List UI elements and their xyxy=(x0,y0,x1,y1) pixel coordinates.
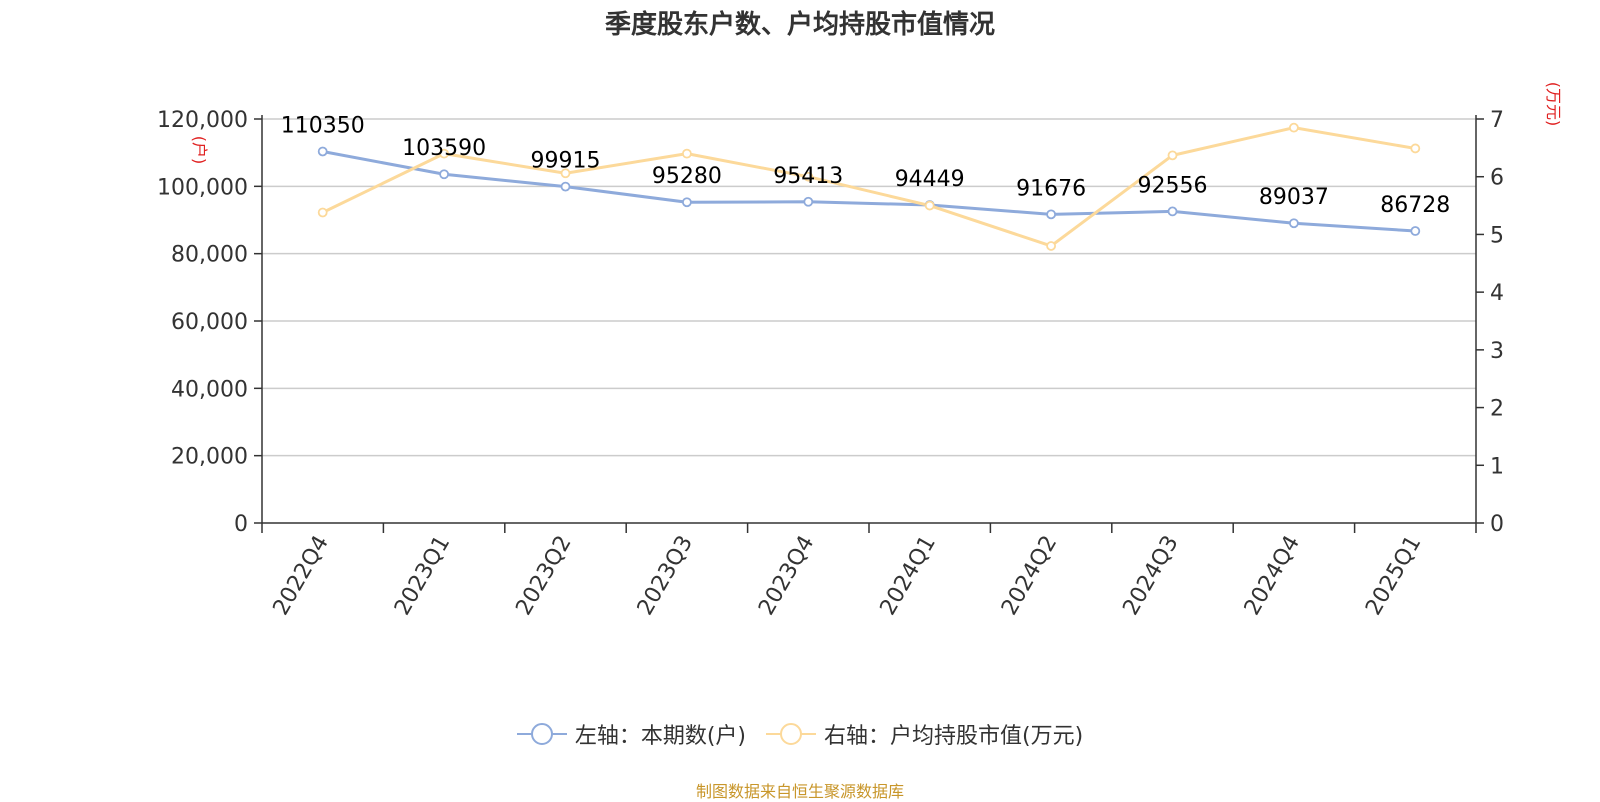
x-tick-label: 2024Q1 xyxy=(876,532,941,620)
data-point xyxy=(803,171,814,182)
data-point xyxy=(1046,241,1056,251)
data-source-note: 制图数据来自恒生聚源数据库 xyxy=(695,782,904,801)
legend-marker-icon xyxy=(516,723,567,745)
legend-item-households[interactable]: 左轴：本期数(户) xyxy=(516,718,746,750)
legend-label: 左轴：本期数(户) xyxy=(574,724,746,749)
data-label: 89037 xyxy=(1259,185,1329,210)
series-layer xyxy=(317,122,1421,251)
right-tick-label: 4 xyxy=(1490,281,1504,306)
data-point xyxy=(439,148,450,159)
data-point xyxy=(1289,122,1299,133)
data-point xyxy=(317,207,328,218)
data-point xyxy=(439,169,450,180)
left-tick-label: 120,000 xyxy=(157,108,248,133)
right-tick-label: 5 xyxy=(1490,223,1504,248)
right-tick-label: 0 xyxy=(1490,512,1504,537)
data-point xyxy=(1289,218,1299,229)
data-point xyxy=(682,148,692,159)
left-tick-label: 20,000 xyxy=(171,445,248,470)
x-tick-label: 2025Q1 xyxy=(1361,532,1426,620)
data-point xyxy=(1167,150,1178,161)
right-axis-unit: (万元) xyxy=(1544,82,1563,127)
left-tick-label: 40,000 xyxy=(171,377,248,402)
data-point xyxy=(1410,226,1421,236)
data-point xyxy=(803,196,814,207)
data-label: 103590 xyxy=(402,136,486,161)
right-tick-label: 2 xyxy=(1490,397,1504,422)
x-tick-label: 2023Q2 xyxy=(511,532,576,620)
chart-title: 季度股东户数、户均持股市值情况 xyxy=(604,10,995,40)
data-point xyxy=(1167,206,1178,217)
legend-marker-icon xyxy=(766,723,816,745)
x-tick-label: 2024Q4 xyxy=(1240,532,1305,620)
left-tick-label: 80,000 xyxy=(171,243,248,268)
legend-label: 右轴：户均持股市值(万元) xyxy=(824,724,1084,749)
left-axis-unit: (户) xyxy=(190,136,209,165)
data-point xyxy=(924,200,935,211)
x-axis-ticks: 2022Q4 2023Q1 2023Q2 2023Q3 2023Q4 2024Q1 2024… xyxy=(261,523,1477,620)
right-tick-label: 6 xyxy=(1490,166,1504,191)
left-tick-label: 100,000 xyxy=(157,175,248,200)
right-axis-ticks: 0 1 2 3 4 5 6 7 xyxy=(1476,108,1504,537)
data-label: 99915 xyxy=(531,149,601,174)
data-point xyxy=(682,197,692,208)
series-line-avg-value xyxy=(322,126,1416,248)
right-tick-label: 3 xyxy=(1490,339,1504,364)
data-point xyxy=(317,146,328,157)
x-tick-label: 2022Q4 xyxy=(269,532,334,620)
x-tick-label: 2023Q1 xyxy=(390,532,455,620)
data-point xyxy=(560,168,571,179)
data-label: 94449 xyxy=(895,167,965,192)
data-label: 95280 xyxy=(652,164,722,189)
x-tick-label: 2023Q3 xyxy=(633,532,698,620)
data-point xyxy=(1046,209,1056,220)
left-tick-label: 0 xyxy=(234,512,248,537)
x-tick-label: 2024Q2 xyxy=(997,532,1062,620)
data-label: 92556 xyxy=(1138,173,1208,198)
data-label: 86728 xyxy=(1380,193,1450,218)
grid-lines xyxy=(262,118,1476,457)
data-point xyxy=(1410,143,1421,154)
right-tick-label: 7 xyxy=(1490,108,1504,133)
data-labels: 110350 103590 99915 95280 95413 94449 91676 925… xyxy=(281,113,1451,218)
right-tick-label: 1 xyxy=(1490,454,1504,479)
x-tick-label: 2023Q4 xyxy=(754,532,819,620)
data-label: 95413 xyxy=(773,164,843,189)
series-line-households xyxy=(322,150,1416,233)
data-point xyxy=(560,181,571,192)
left-axis-ticks: 0 20,000 40,000 60,000 80,000 100,000 120,000 xyxy=(157,108,262,537)
legend: 左轴：本期数(户) 右轴：户均持股市值(万元) xyxy=(0,718,1600,750)
legend-item-avg-value[interactable]: 右轴：户均持股市值(万元) xyxy=(766,718,1083,750)
data-label: 110350 xyxy=(281,113,365,138)
left-tick-label: 60,000 xyxy=(171,310,248,335)
data-label: 91676 xyxy=(1016,176,1086,201)
x-tick-label: 2024Q3 xyxy=(1118,532,1183,620)
